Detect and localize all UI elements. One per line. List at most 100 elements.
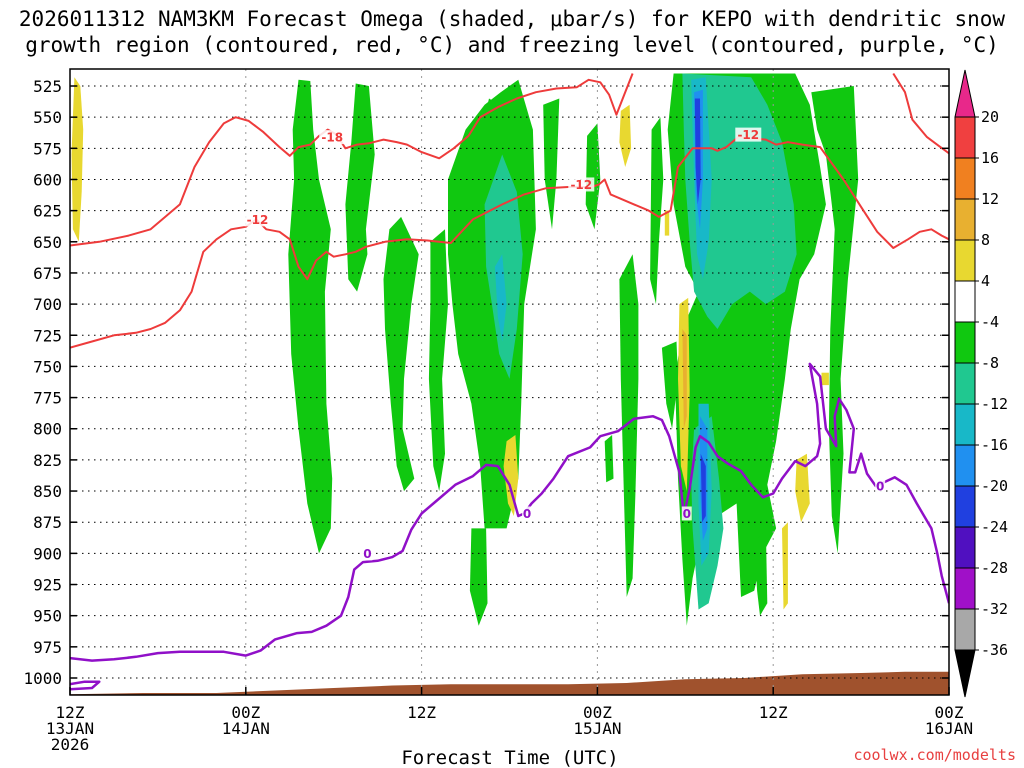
omega-shaded-area [682,73,797,329]
contour-label-text: -18 [321,131,343,145]
pressure-tick-label: 850 [33,482,62,501]
time-tick-label-line: 12Z [759,703,788,722]
pressure-tick-label: 775 [33,389,62,408]
colorbar-tick-label: 4 [981,272,990,290]
colorbar-tick-label: -8 [981,354,999,372]
contour-label-bg [681,506,692,521]
pressure-axis: 525 550 575 600 625 650 675 700 725 750 775 800 825 8… [23,77,949,688]
pressure-tick-label: 975 [33,638,62,657]
colorbar-bin [954,280,976,323]
time-tick-label-line: 14JAN [222,719,270,738]
colorbar-tick-label: -12 [981,395,1008,413]
colorbar-tick-label: -36 [981,641,1008,659]
contour-label-text: 0 [683,507,691,521]
omega-shaded-area [795,453,810,523]
contour-label-text: 0 [363,547,371,561]
chart-title-line-1: 2026011312 NAM3KM Forecast Omega (shaded… [19,7,1006,31]
colorbar-bin [954,321,976,364]
omega-shaded-area [821,372,829,386]
omega-shaded-area [288,79,333,554]
freezing-level-contour [70,362,949,662]
omega-shaded-area [71,77,84,242]
pressure-tick-label: 550 [33,108,62,127]
pressure-tick-label: 900 [33,544,62,563]
colorbar-bin [954,69,976,118]
terrain-layer [70,671,949,695]
colorbar-bin [954,239,976,282]
contour-layer: -18 -12 -12 -12 0 0 0 0 [70,72,949,691]
time-tick-label-line: 12Z [56,703,85,722]
contour-label-text: -12 [737,128,759,142]
pressure-tick-label: 525 [33,77,62,96]
omega-shaded-area [543,98,560,230]
colorbar-tick-label: -16 [981,436,1008,454]
pressure-tick-label: 725 [33,326,62,345]
time-tick-label-line: 00Z [583,703,612,722]
colorbar: 20 16 12 8 4 -4 -8 -12 -16 -20 -24 -28 -32 -36 [954,69,1008,698]
freezing-level-label: 0 [681,506,692,521]
time-tick-label-line: 16JAN [925,719,973,738]
credit-text: coolwx.com/modelts [853,746,1016,764]
contour-label-text: 0 [876,480,884,494]
pressure-tick-label: 875 [33,513,62,532]
omega-shaded-area [661,341,678,429]
freezing-level-label: 0 [522,506,533,521]
colorbar-tick-label: 16 [981,149,999,167]
contour-label-bg [568,177,595,192]
isotherm-label: -12 [244,212,271,227]
pressure-tick-label: 625 [33,202,62,221]
contour-label-text: -12 [247,213,269,227]
omega-shaded-area [585,123,601,230]
colorbar-bin [954,526,976,569]
colorbar-tick-label: -32 [981,600,1008,618]
isotherm-label: -18 [319,130,346,145]
time-tick-label-line: 12Z [407,703,436,722]
contour-label-bg [244,212,271,227]
omega-shaded-area [619,104,632,167]
pressure-tick-label: 675 [33,264,62,283]
freezing-level-contour [70,680,101,691]
colorbar-tick-label: -28 [981,559,1008,577]
x-axis-label: Forecast Time (UTC) [401,747,618,768]
contour-label-bg [319,130,346,145]
omega-shaded-area [619,254,639,598]
time-tick-label-line: 2026 [51,735,90,754]
isotherm-contour [892,72,949,155]
plot-area: -18 -12 -12 -12 0 0 0 0 [69,68,950,696]
omega-shaded-area [700,453,706,523]
omega-shaded-area [682,329,687,429]
isotherm-label: -12 [735,127,762,142]
contour-label-bg [362,546,373,561]
colorbar-tick-label: -4 [981,313,999,331]
contour-label-text: -12 [570,178,592,192]
pressure-tick-label: 600 [33,170,62,189]
colorbar-tick-label: 20 [981,108,999,126]
omega-shaded-area [484,154,523,379]
pressure-tick-label: 950 [33,607,62,626]
freezing-level-label: 0 [362,546,373,561]
isotherm-contour [70,73,634,247]
colorbar-bin [954,403,976,446]
time-tick-label-line: 00Z [231,703,260,722]
omega-shaded-area [383,216,419,492]
time-tick-label-line: 13JAN [46,719,94,738]
omega-shading-layer [71,73,859,626]
omega-shaded-area [664,210,670,236]
contour-label-bg [875,479,886,494]
time-tick-label: 12Z [759,703,788,722]
omega-shaded-area [811,86,859,554]
contour-label-bg [522,506,533,521]
colorbar-tick-label: -24 [981,518,1008,536]
pressure-tick-label: 925 [33,576,62,595]
colorbar-bin [954,362,976,405]
colorbar-tick-label: -20 [981,477,1008,495]
omega-shaded-area [604,435,614,483]
omega-shaded-area [754,530,768,616]
colorbar-bin [954,608,976,651]
contour-label-bg [735,127,762,142]
colorbar-bin [954,485,976,528]
chart-title-line-2: growth region (contoured, red, °C) and f… [25,33,999,57]
